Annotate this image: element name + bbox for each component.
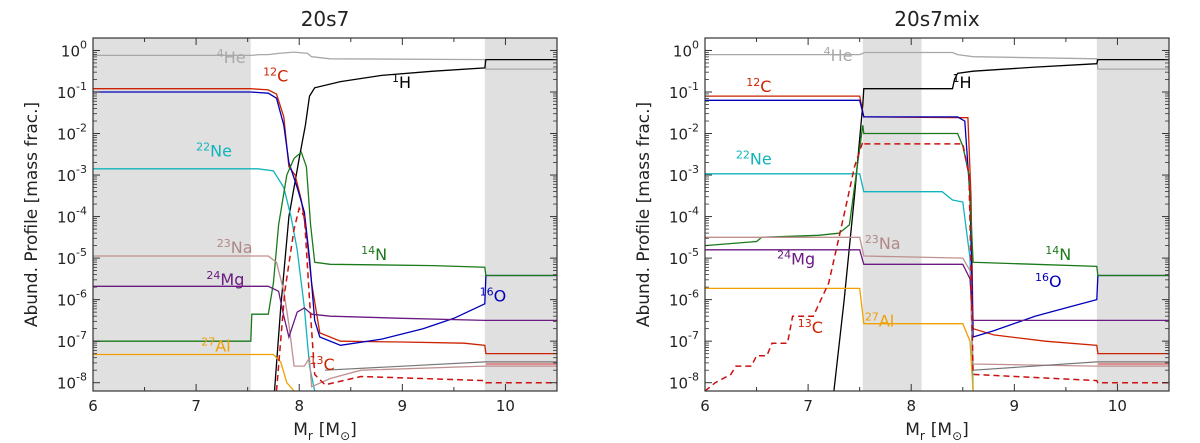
series-line-na23 bbox=[93, 255, 557, 388]
x-tick-label: 8 bbox=[906, 397, 916, 415]
series-label-al27: 27Al bbox=[865, 311, 894, 331]
series-line-o16 bbox=[93, 91, 557, 346]
auxiliary-line-2 bbox=[324, 361, 557, 371]
series-label-c13: 13C bbox=[798, 317, 823, 337]
series-label-mg24: 24Mg bbox=[206, 269, 244, 289]
series-label-h1: 1H bbox=[392, 72, 411, 92]
series-line-na23 bbox=[705, 236, 1169, 367]
y-tick-label: 10-7 bbox=[57, 329, 87, 351]
y-tick-label: 10-3 bbox=[669, 163, 699, 185]
y-tick-label: 10-4 bbox=[669, 205, 699, 227]
series-line-h1 bbox=[833, 58, 1169, 391]
series-line-h1 bbox=[273, 58, 557, 391]
series-line-mg24 bbox=[705, 249, 1169, 322]
series-label-h1: 1H bbox=[952, 72, 971, 92]
shaded-region-1 bbox=[93, 38, 251, 391]
y-tick-label: 10-4 bbox=[57, 205, 87, 227]
series-label-o16: 16O bbox=[1035, 271, 1062, 291]
y-tick-label: 10-1 bbox=[669, 80, 699, 102]
x-tick-label: 7 bbox=[803, 397, 813, 415]
y-tick-label: 10-6 bbox=[669, 288, 699, 310]
y-axis-label: Abund. Profile [mass frac.] bbox=[22, 102, 42, 327]
series-line-c13 bbox=[275, 206, 557, 391]
series-line-o16 bbox=[705, 99, 1169, 338]
chart-title: 20s7mix bbox=[894, 7, 980, 31]
x-tick-label: 6 bbox=[88, 397, 98, 415]
series-label-mg24: 24Mg bbox=[777, 248, 815, 268]
series-line-n14 bbox=[705, 125, 1169, 277]
shaded-region-2 bbox=[1096, 38, 1169, 391]
series-label-c12: 12C bbox=[263, 66, 288, 86]
series-label-ne22: 22Ne bbox=[196, 140, 232, 160]
y-tick-label: 10-6 bbox=[57, 288, 87, 310]
chart-panel-2: 4He 1H 12C 16O 22Ne 14N 23Na 24Mg 27Al 13C 6 7 8 9 10 1… bbox=[634, 7, 1170, 443]
y-tick-label: 100 bbox=[61, 38, 87, 60]
x-tick-label: 7 bbox=[191, 397, 201, 415]
y-tick-label: 10-7 bbox=[669, 329, 699, 351]
series-label-he4: 4He bbox=[824, 45, 853, 65]
x-tick-label: 6 bbox=[700, 397, 710, 415]
series-line-he4 bbox=[705, 51, 1169, 70]
y-tick-label: 10-5 bbox=[669, 246, 699, 268]
plot-frame bbox=[704, 37, 1170, 392]
x-axis-label: Mr [M⊙] bbox=[905, 420, 969, 443]
y-tick-label: 10-5 bbox=[57, 246, 87, 268]
x-axis-label: Mr [M⊙] bbox=[293, 420, 357, 443]
y-tick-label: 10-3 bbox=[57, 163, 87, 185]
series-line-c13 bbox=[705, 139, 1169, 391]
series-line-he4 bbox=[93, 51, 557, 70]
chart-title: 20s7 bbox=[301, 7, 350, 31]
y-tick-label: 10-1 bbox=[57, 80, 87, 102]
shaded-region-1 bbox=[862, 38, 922, 391]
series-label-n14: 14N bbox=[361, 244, 387, 264]
auxiliary-line-2 bbox=[973, 361, 1169, 371]
y-tick-label: 10-2 bbox=[57, 122, 87, 144]
series-label-na23: 23Na bbox=[865, 233, 901, 253]
x-tick-label: 8 bbox=[294, 397, 304, 415]
series-label-c13: 13C bbox=[310, 354, 335, 374]
series-line-mg24 bbox=[93, 285, 557, 340]
y-tick-label: 100 bbox=[673, 38, 699, 60]
y-tick-label: 10-2 bbox=[669, 122, 699, 144]
series-label-ne22: 22Ne bbox=[736, 149, 772, 169]
series-label-c12: 12C bbox=[746, 76, 771, 96]
series-label-he4: 4He bbox=[217, 47, 246, 67]
series-line-ne22 bbox=[93, 168, 316, 391]
y-tick-label: 10-8 bbox=[669, 371, 699, 393]
series-line-al27 bbox=[705, 287, 974, 391]
series-label-o16: 16O bbox=[480, 286, 507, 306]
x-tick-label: 10 bbox=[1108, 397, 1127, 415]
series-label-na23: 23Na bbox=[217, 237, 253, 257]
x-tick-label: 10 bbox=[496, 397, 515, 415]
x-tick-label: 9 bbox=[398, 397, 408, 415]
series-line-al27 bbox=[93, 353, 295, 391]
plot-frame bbox=[92, 37, 558, 392]
x-tick-label: 9 bbox=[1010, 397, 1020, 415]
shaded-region-2 bbox=[484, 38, 557, 391]
y-axis-label: Abund. Profile [mass frac.] bbox=[634, 102, 654, 327]
series-label-n14: 14N bbox=[1045, 244, 1071, 264]
series-line-ne22 bbox=[705, 173, 974, 391]
y-tick-label: 10-8 bbox=[57, 371, 87, 393]
series-label-al27: 27Al bbox=[201, 336, 230, 356]
series-line-n14 bbox=[93, 151, 557, 342]
chart-panel-1: 4He 1H 12C 16O 22Ne 14N 23Na 24Mg 27Al 13C 6 7 8 9 10 1… bbox=[22, 7, 558, 443]
